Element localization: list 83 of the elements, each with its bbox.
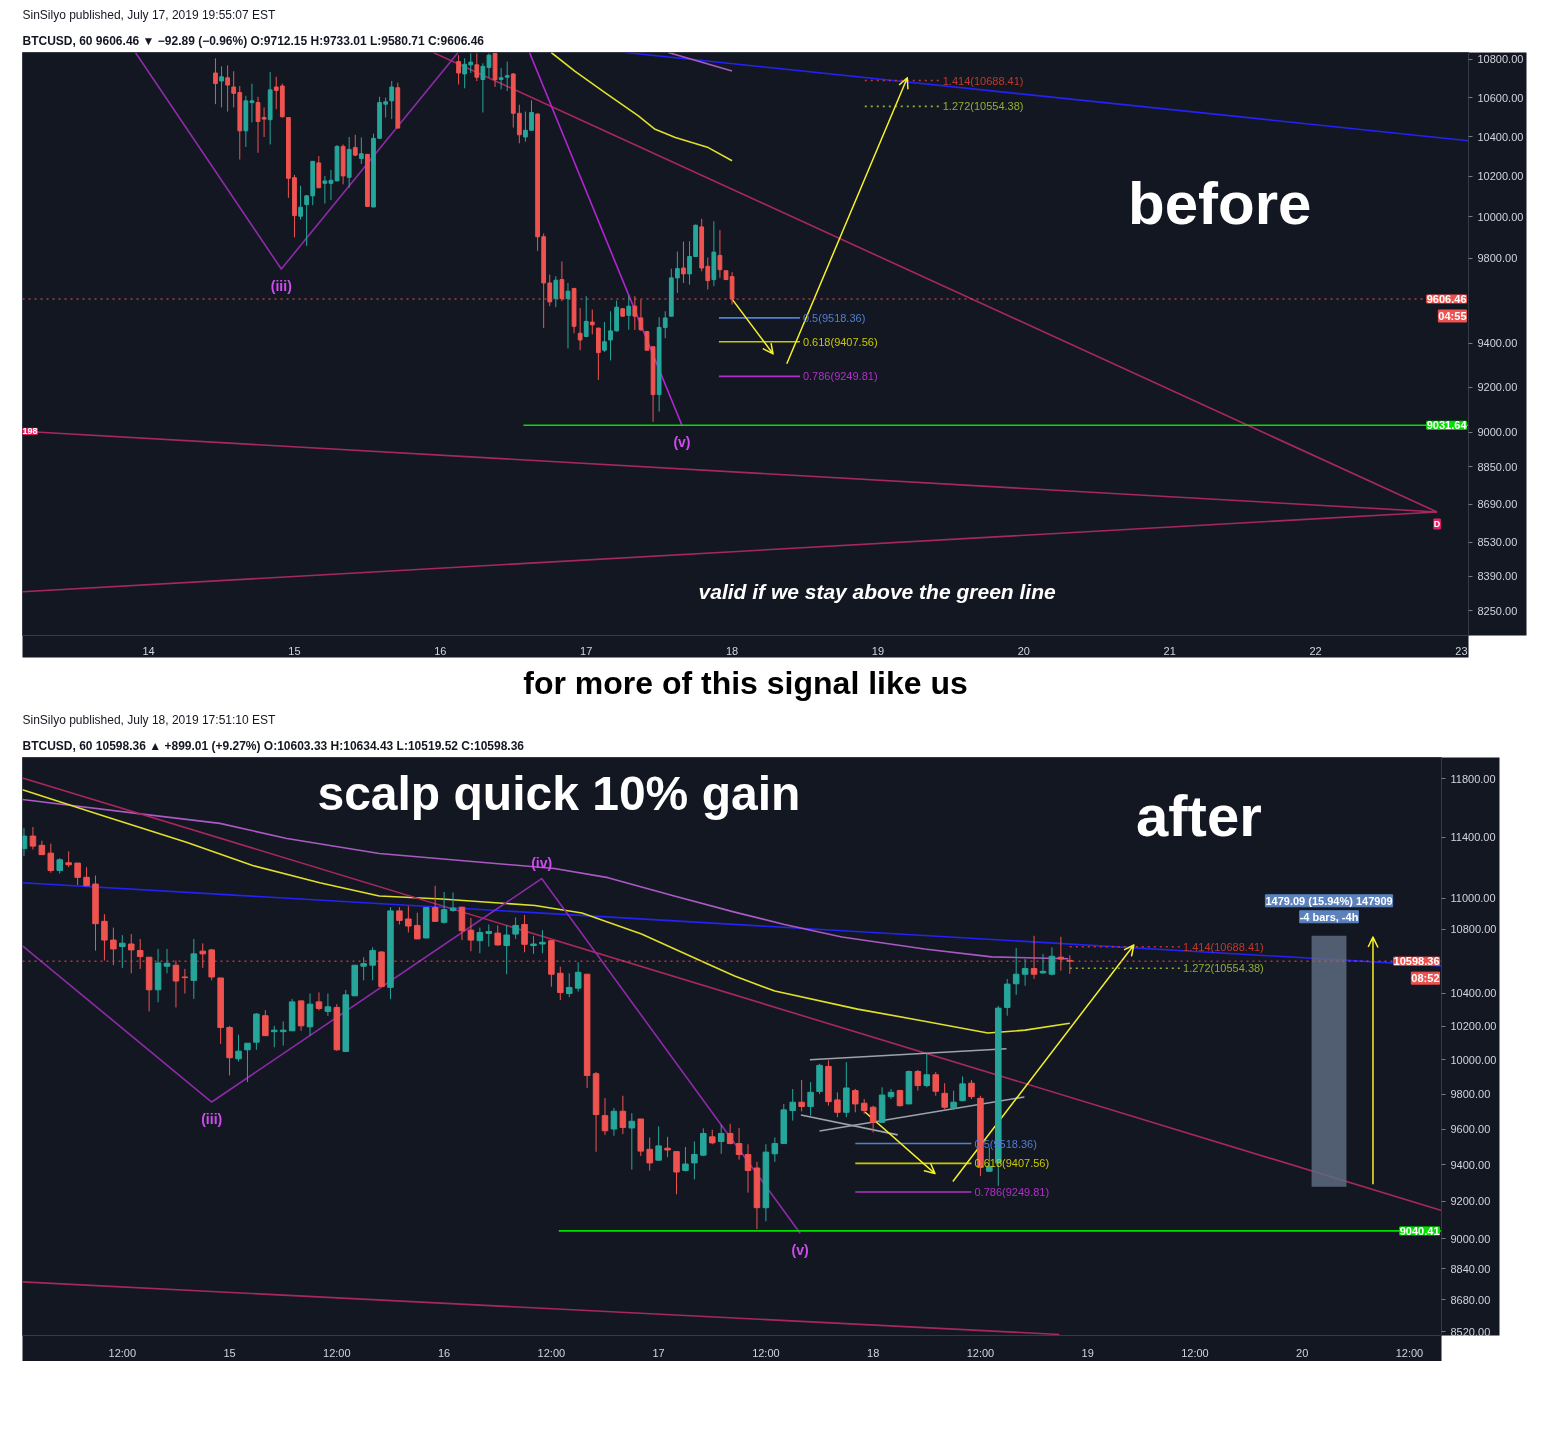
y-tick-label: 9200.00 (1477, 381, 1518, 394)
y-tick-label: 10400.00 (1477, 130, 1524, 143)
chart-title: SinSilyo published, July 18, 2019 17:51:10 EST (22, 712, 276, 727)
series-label: 1.414(10688.41) (1183, 940, 1264, 953)
y-tick-label: 9200.00 (1450, 1195, 1491, 1208)
series-label: 0.786(9249.81) (974, 1186, 1050, 1199)
chart-subtitle: BTCUSD, 60 10598.36 ▲ +899.01 (+9.27%) O:10603.33 H:10634.43 L:10519.52 C:10598.36 (22, 738, 525, 753)
series-label: 9031.64 (1426, 419, 1468, 432)
x-tick-label: 23 (1455, 644, 1468, 657)
series-label: 0.786(9249.81) (802, 370, 878, 383)
x-tick-label: 15 (288, 644, 301, 657)
series-label: 9040.41 (1399, 1224, 1440, 1237)
x-tick-label: 16 (434, 644, 447, 657)
x-tick-label: 17 (652, 1346, 665, 1359)
y-tick-label: 11800.00 (1450, 772, 1496, 785)
y-tick-label: 11400.00 (1450, 831, 1496, 844)
y-tick-label: 9400.00 (1450, 1158, 1491, 1171)
y-tick-label: 10600.00 (1477, 91, 1524, 104)
x-tick-label: 12:00 (752, 1346, 780, 1359)
x-tick-label: 12:00 (966, 1346, 995, 1359)
ref-line-label: 10598.36 (1393, 955, 1440, 968)
x-tick-label: 15 (223, 1346, 236, 1359)
y-tick-label: 11000.00 (1450, 892, 1496, 905)
series-label: 1.414(10688.41) (942, 74, 1024, 87)
text: for more of this signal like us (523, 664, 968, 701)
annotation: after (1135, 782, 1262, 848)
annotation: (v) (791, 1242, 809, 1259)
x-tick-label: 20 (1017, 644, 1030, 657)
annotation: 04:55 (1438, 309, 1467, 322)
annotation: D (1433, 518, 1441, 529)
y-tick-label: 9400.00 (1477, 337, 1518, 350)
y-tick-label: 8850.00 (1477, 460, 1518, 473)
series-label: 0.618(9407.56) (802, 335, 878, 348)
annotation: 08:52 (1411, 972, 1440, 985)
y-tick-label: 10000.00 (1450, 1053, 1497, 1066)
y-tick-label: 10800.00 (1477, 53, 1524, 66)
y-tick-label: 9600.00 (1450, 1123, 1491, 1136)
annotation: valid if we stay above the green line (698, 580, 1056, 604)
y-tick-label: 8520.00 (1450, 1325, 1491, 1338)
y-tick-label: 9800.00 (1450, 1088, 1491, 1101)
y-tick-label: 10400.00 (1450, 987, 1497, 1000)
y-tick-label: 8690.00 (1477, 498, 1518, 511)
annotation: -4 bars, -4h (1299, 910, 1359, 923)
x-tick-label: 20 (1296, 1346, 1309, 1359)
annotation: scalp quick 10% gain (317, 766, 801, 820)
x-tick-label: 17 (580, 644, 593, 657)
x-tick-label: 12:00 (537, 1346, 566, 1359)
x-tick-label: 21 (1163, 644, 1176, 657)
x-tick-label: 16 (437, 1346, 451, 1359)
annotation: (iv) (531, 854, 553, 871)
y-tick-label: 8390.00 (1477, 570, 1518, 583)
y-tick-label: 10200.00 (1450, 1020, 1497, 1033)
y-tick-label: 10000.00 (1477, 210, 1524, 223)
x-tick-label: 19 (1081, 1346, 1094, 1359)
annotation: (v) (673, 434, 691, 451)
chart-subtitle: BTCUSD, 60 9606.46 ▼ −92.89 (−0.96%) O:9712.15 H:9733.01 L:9580.71 C:9606.46 (22, 33, 485, 48)
x-tick-label: 19 (871, 644, 885, 657)
x-tick-label: 12:00 (323, 1346, 351, 1359)
x-tick-label: 12:00 (108, 1346, 137, 1359)
annotation: before (1128, 170, 1312, 237)
x-tick-label: 12:00 (1181, 1346, 1209, 1359)
x-tick-label: 12:00 (1395, 1346, 1424, 1359)
y-tick-label: 9000.00 (1450, 1232, 1491, 1245)
y-tick-label: 9000.00 (1477, 426, 1518, 439)
annotation: 198 (22, 426, 38, 437)
y-tick-label: 10200.00 (1477, 170, 1524, 183)
annotation: 1479.09 (15.94%) 147909 (1265, 894, 1393, 907)
x-tick-label: 18 (867, 1346, 880, 1359)
ref-line-label: 9606.46 (1426, 292, 1467, 305)
y-tick-label: 8680.00 (1450, 1293, 1491, 1306)
y-tick-label: 8250.00 (1477, 604, 1518, 617)
x-tick-label: 22 (1309, 644, 1322, 657)
chart-title: SinSilyo published, July 17, 2019 19:55:07 EST (22, 7, 276, 22)
series-label: 1.272(10554.38) (1183, 962, 1264, 975)
x-tick-label: 18 (725, 644, 739, 657)
y-tick-label: 8530.00 (1477, 536, 1518, 549)
x-tick-label: 14 (142, 644, 155, 657)
y-tick-label: 8840.00 (1450, 1262, 1491, 1275)
annotation: (iii) (201, 1111, 223, 1128)
y-tick-label: 10800.00 (1450, 923, 1497, 936)
series-label: 1.272(10554.38) (942, 100, 1024, 113)
y-tick-label: 9800.00 (1477, 252, 1518, 265)
annotation: (iii) (270, 278, 292, 295)
